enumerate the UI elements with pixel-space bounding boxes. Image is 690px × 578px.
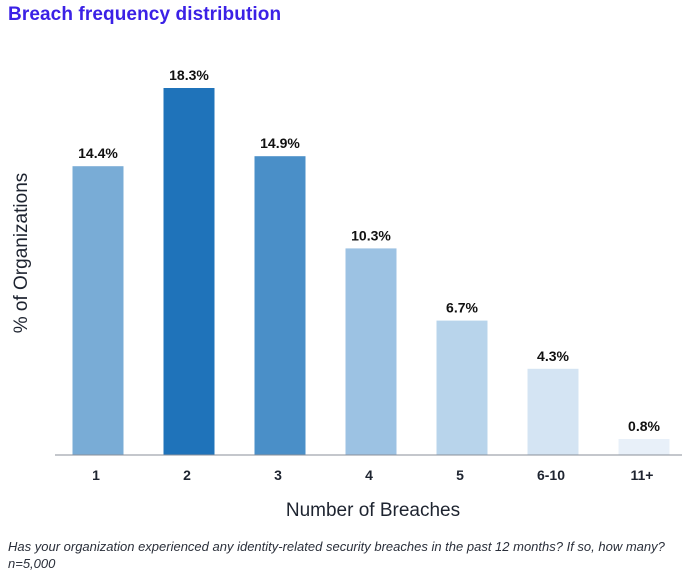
x-tick-label-3: 3 xyxy=(274,467,282,483)
x-tick-label-1: 1 xyxy=(92,467,100,483)
x-tick-label-11+: 11+ xyxy=(631,467,654,483)
survey-question-footnote: Has your organization experienced any id… xyxy=(8,539,665,571)
bar-1 xyxy=(72,166,124,455)
value-labels-group: 14.4% 18.3% 14.9% 10.3% 6.7% 4.3% 0.8% xyxy=(78,67,660,434)
data-label-2: 18.3% xyxy=(169,67,209,83)
bar-5 xyxy=(436,320,488,455)
x-tick-label-2: 2 xyxy=(183,467,191,483)
data-label-4: 10.3% xyxy=(351,227,391,243)
bar-11+ xyxy=(618,439,670,455)
x-tick-labels-group: 1 2 3 4 5 6-10 11+ xyxy=(92,467,653,483)
bar-3 xyxy=(254,156,306,455)
bar-4 xyxy=(345,248,397,455)
chart-title: Breach frequency distribution xyxy=(8,4,282,25)
data-label-1: 14.4% xyxy=(78,145,118,161)
data-label-3: 14.9% xyxy=(260,135,300,151)
bar-6-10 xyxy=(527,368,579,455)
data-label-11+: 0.8% xyxy=(628,418,660,434)
y-axis-label: % of Organizations xyxy=(11,173,32,334)
bars-group xyxy=(72,88,670,455)
x-axis-label: Number of Breaches xyxy=(286,500,460,521)
x-tick-label-5: 5 xyxy=(456,467,464,483)
x-tick-label-6-10: 6-10 xyxy=(537,467,565,483)
data-label-5: 6.7% xyxy=(446,300,478,316)
x-tick-label-4: 4 xyxy=(365,467,373,483)
bar-2 xyxy=(163,88,215,455)
bar-chart: 14.4% 18.3% 14.9% 10.3% 6.7% 4.3% 0.8% 1 2 3 4 5 6-… xyxy=(11,67,682,521)
data-label-6-10: 4.3% xyxy=(537,348,569,364)
